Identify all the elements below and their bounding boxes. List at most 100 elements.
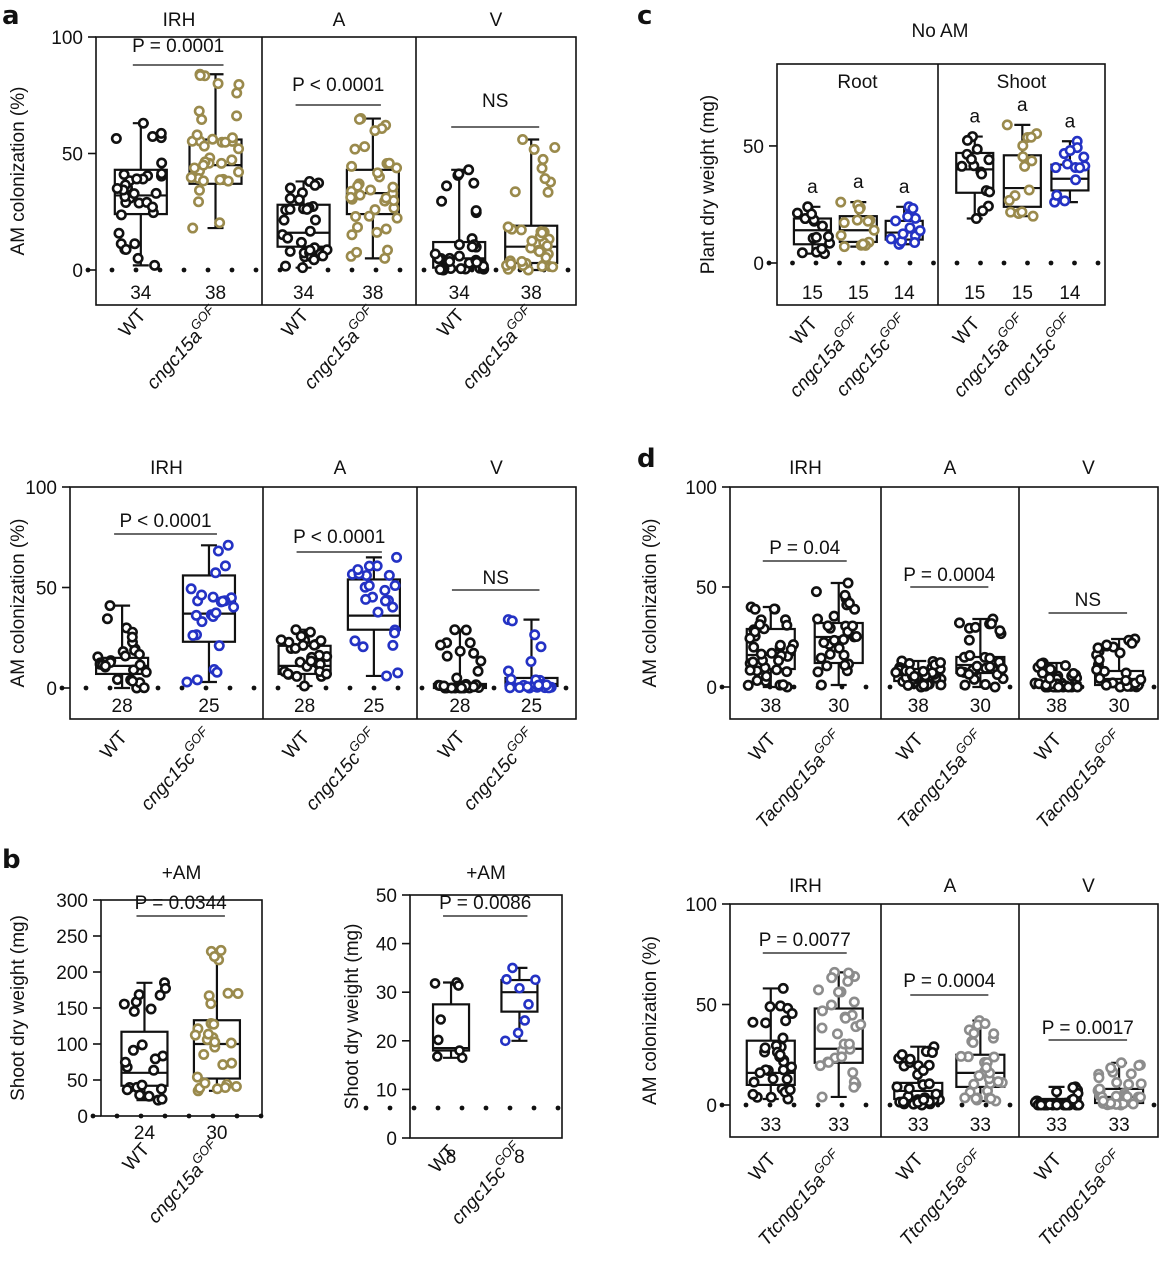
facet-title: A: [944, 458, 957, 479]
data-point: [441, 650, 453, 662]
data-point: [537, 153, 549, 165]
x-tick-label: WT: [434, 305, 470, 341]
baseline-dot: [954, 260, 960, 266]
data-point: [847, 1067, 859, 1079]
data-point: [155, 1083, 167, 1095]
data-point: [308, 254, 320, 266]
data-point: [953, 617, 965, 629]
data-point: [816, 1091, 828, 1103]
data-point: [346, 160, 358, 172]
sample-size-label: 28: [112, 696, 133, 717]
baseline-dot: [210, 1113, 216, 1119]
baseline-dot: [790, 260, 795, 266]
data-point: [836, 1051, 848, 1063]
data-points: [812, 966, 867, 1103]
data-point: [317, 250, 329, 262]
stat-label: P = 0.0017: [1042, 1018, 1134, 1039]
data-point: [774, 1049, 786, 1061]
data-point: [848, 1081, 860, 1093]
y-tick-label: 0: [706, 678, 717, 699]
data-point: [210, 607, 222, 619]
data-points: [890, 655, 947, 693]
data-point: [432, 1051, 443, 1062]
data-point: [754, 1067, 766, 1079]
data-point: [1017, 140, 1029, 152]
data-point: [824, 648, 836, 660]
stat-label: P = 0.0086: [439, 893, 531, 914]
stat-label: NS: [1075, 590, 1101, 611]
data-point: [835, 229, 847, 241]
facet-title: +AM: [466, 863, 506, 884]
data-point: [198, 1048, 210, 1060]
sample-size-label: 38: [1046, 696, 1067, 717]
data-point: [284, 203, 296, 215]
facet-a: A P < 0.0001 28 WT 25 cngc15cGOF: [275, 458, 404, 815]
data-points: [92, 600, 152, 694]
x-tick-label: WT: [1031, 1149, 1067, 1185]
data-point: [970, 1093, 982, 1105]
data-point: [222, 987, 234, 999]
data-point: [902, 211, 914, 223]
baseline-dot: [90, 1113, 96, 1119]
data-point: [862, 215, 874, 227]
data-point: [391, 551, 403, 563]
data-point: [115, 209, 127, 221]
chart-b_right: 0 10 20 30 40 50 Shoot dry weight (mg) +AM P = 0…: [342, 863, 563, 1229]
sample-size-label: 33: [828, 1115, 849, 1136]
baseline-dot: [107, 685, 113, 691]
y-tick-label: 30: [376, 983, 397, 1004]
baseline-dot: [179, 685, 185, 691]
data-point: [280, 260, 292, 272]
data-point: [764, 1001, 776, 1013]
data-point: [1044, 672, 1056, 684]
data-point: [909, 237, 921, 249]
data-point: [1001, 119, 1013, 131]
box-iqr: [955, 1053, 1006, 1089]
data-point: [217, 1059, 229, 1071]
data-point: [466, 241, 478, 253]
y-tick-label: 50: [67, 1071, 88, 1092]
data-point: [451, 672, 463, 684]
data-point: [389, 580, 401, 592]
x-tick-label: cngc15aGOF: [296, 301, 383, 394]
significance-letter: a: [1017, 95, 1028, 116]
baseline-dot: [138, 1113, 144, 1119]
data-point: [755, 648, 767, 660]
data-point: [1121, 1091, 1133, 1103]
baseline-dot: [983, 1102, 989, 1108]
data-point: [1035, 658, 1047, 670]
data-point: [128, 664, 140, 676]
data-point: [777, 1032, 789, 1044]
data-point: [159, 982, 171, 994]
baseline-dot: [507, 1105, 513, 1111]
data-point: [284, 192, 296, 204]
data-point: [210, 567, 222, 579]
data-point: [468, 177, 480, 189]
data-point: [1059, 195, 1071, 207]
data-point: [1051, 189, 1063, 201]
data-point: [821, 660, 833, 672]
data-point: [535, 641, 547, 653]
data-point: [992, 1076, 1004, 1088]
x-tick-label: WT: [787, 313, 823, 349]
data-point: [231, 110, 243, 122]
baseline-dot: [863, 684, 869, 690]
y-tick-label: 50: [696, 578, 717, 599]
data-point: [380, 192, 392, 204]
data-point: [1135, 1078, 1147, 1090]
data-point: [131, 173, 143, 185]
data-points: [955, 1015, 1008, 1107]
data-point: [191, 129, 203, 141]
data-point: [935, 679, 947, 691]
data-point: [1051, 1086, 1063, 1098]
data-point: [1067, 1082, 1079, 1094]
data-point: [230, 1080, 242, 1092]
y-tick-label: 50: [62, 145, 83, 166]
data-point: [536, 227, 548, 239]
data-points: [747, 982, 798, 1105]
data-point: [976, 168, 988, 180]
data-point: [444, 256, 456, 268]
data-point: [217, 595, 229, 607]
y-tick-label: 100: [685, 895, 717, 916]
